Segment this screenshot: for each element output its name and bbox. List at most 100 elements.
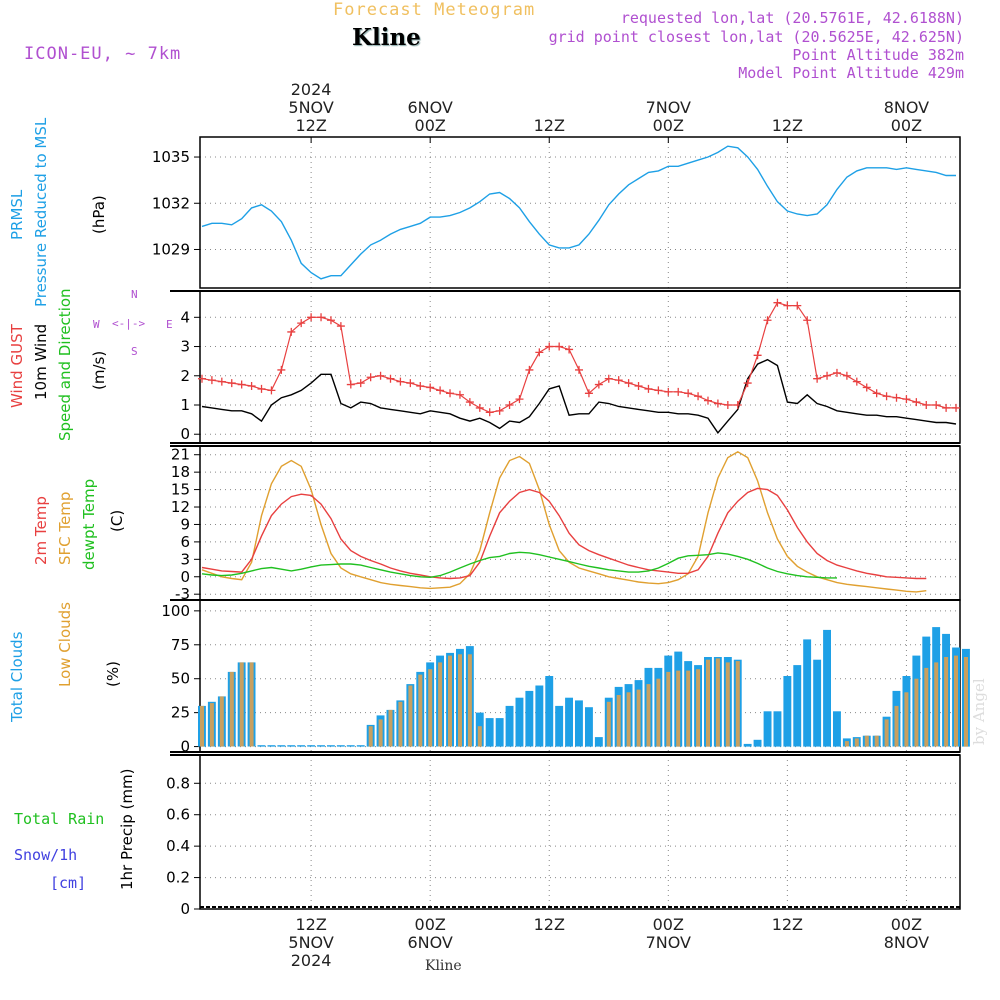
wind-gust-marker: [565, 345, 574, 354]
total-cloud-bar: [813, 659, 822, 747]
wind-gust-marker: [495, 406, 504, 415]
low-cloud-bar: [715, 658, 720, 747]
low-cloud-bar: [626, 692, 631, 747]
compass-west: W: [93, 318, 100, 331]
low-cloud-bar: [706, 659, 710, 747]
precip-ytick-label: 0.4: [166, 837, 190, 855]
low-cloud-bar: [209, 703, 214, 747]
total-cloud-bar: [327, 745, 335, 747]
low-cloud-bar: [408, 685, 413, 747]
low-cloud-bar: [884, 719, 889, 747]
wind-gust-marker: [584, 389, 593, 398]
label-snow: Snow/1h: [14, 846, 78, 864]
label-total-rain: Total Rain: [14, 810, 105, 828]
clouds-ytick-label: 0: [180, 738, 190, 756]
wind-gust-marker: [207, 376, 216, 385]
label-1hr-precip: 1hr Precip (mm): [118, 768, 136, 890]
wind-gust-marker: [743, 379, 752, 388]
wind-gust-marker: [426, 383, 435, 392]
total-cloud-bar: [287, 745, 296, 747]
low-cloud-bar: [428, 669, 433, 747]
low-cloud-bar: [616, 695, 621, 747]
total-cloud-bar: [575, 700, 583, 747]
wind-gust-marker: [882, 392, 891, 401]
label-10m-wind: 10m Wind: [32, 323, 50, 400]
label-ms: (m/s): [90, 350, 108, 390]
wind-frame: [199, 290, 961, 444]
wind-gust-marker: [664, 387, 673, 396]
wind-gust-marker: [813, 374, 822, 383]
wind-ytick-label: 3: [180, 338, 190, 356]
wind-gust-marker: [852, 377, 861, 386]
low-cloud-bar: [646, 684, 651, 747]
wind-gust-marker: [624, 379, 633, 388]
label-sfc-temp: SFC Temp: [56, 491, 74, 565]
total-cloud-bar: [257, 745, 266, 747]
grid-coords: grid point closest lon,lat (20.5625E, 42…: [548, 28, 964, 46]
x-bottom-label: 5NOV: [288, 933, 333, 952]
wind-gust-marker: [823, 371, 832, 380]
clouds-ytick-label: 25: [171, 704, 190, 722]
low-cloud-bar: [944, 657, 949, 747]
sfc-temp-line: [201, 450, 927, 593]
x-bottom-label: 00Z: [415, 915, 446, 934]
label-celsius: (C): [108, 509, 126, 532]
total-cloud-bar: [525, 690, 534, 747]
wind-ytick-label: 4: [180, 308, 190, 326]
temperature-ytick-label: 6: [180, 533, 190, 551]
wind-gust-marker: [197, 374, 206, 383]
low-cloud-bar: [388, 709, 393, 747]
total-cloud-bar: [565, 697, 573, 747]
total-cloud-bar: [585, 707, 593, 747]
x-top-label: 00Z: [891, 116, 922, 135]
wind-ytick-label: 1: [180, 396, 190, 414]
total-cloud-bar: [545, 676, 554, 747]
label-percent: (%): [104, 661, 122, 687]
temperature-ytick-label: 3: [180, 550, 190, 568]
low-cloud-bar: [378, 719, 383, 747]
low-cloud-bar: [666, 671, 671, 747]
wind-gust-marker: [555, 342, 564, 351]
low-cloud-bar: [874, 735, 879, 747]
wind-gust-marker: [773, 298, 782, 307]
wind-gust-marker: [317, 313, 326, 322]
low-cloud-bar: [914, 678, 919, 747]
wind-gust-marker: [842, 371, 851, 380]
wind-gust-marker: [217, 377, 226, 386]
wind-gust-marker: [346, 380, 355, 389]
low-cloud-bar: [448, 655, 452, 747]
wind-gust-marker: [783, 301, 792, 310]
wind-gust-marker: [832, 368, 841, 377]
wind-gust-marker: [535, 348, 544, 357]
wind-gust-marker: [733, 401, 742, 409]
total-cloud-bar: [763, 711, 772, 747]
wind-gust-marker: [356, 379, 365, 388]
wind-gust-marker: [416, 382, 425, 390]
wind-gust-marker: [614, 376, 623, 385]
low-cloud-bar: [954, 655, 958, 747]
wind-gust-marker: [912, 398, 921, 407]
total-cloud-bar: [317, 745, 325, 747]
wind-gust-marker: [307, 313, 316, 322]
temperature-ytick-label: 21: [171, 446, 190, 464]
label-speed-direction: Speed and Direction: [56, 288, 74, 441]
x-top-label: 8NOV: [884, 98, 929, 117]
wind-gust-marker: [277, 365, 286, 374]
total-cloud-bar: [307, 745, 316, 747]
wind-gust-marker: [336, 322, 345, 331]
point-altitude: Point Altitude 382m: [792, 46, 964, 64]
x-top-label: 12Z: [295, 116, 326, 135]
app-title: Forecast Meteogram: [333, 0, 536, 20]
pressure-line: [201, 145, 956, 280]
precip-ytick-label: 0.6: [166, 806, 190, 824]
low-cloud-bar: [964, 657, 968, 747]
low-cloud-bar: [934, 662, 939, 747]
x-top-label: 2024: [291, 80, 332, 99]
low-cloud-bar: [606, 701, 611, 747]
precip-frame: [199, 754, 961, 910]
wind-gust-marker: [446, 389, 455, 398]
x-top-label: 6NOV: [407, 98, 452, 117]
label-total-clouds: Total Clouds: [8, 631, 26, 722]
wind-gust-marker: [436, 386, 445, 395]
wind-gust-marker: [594, 380, 603, 389]
